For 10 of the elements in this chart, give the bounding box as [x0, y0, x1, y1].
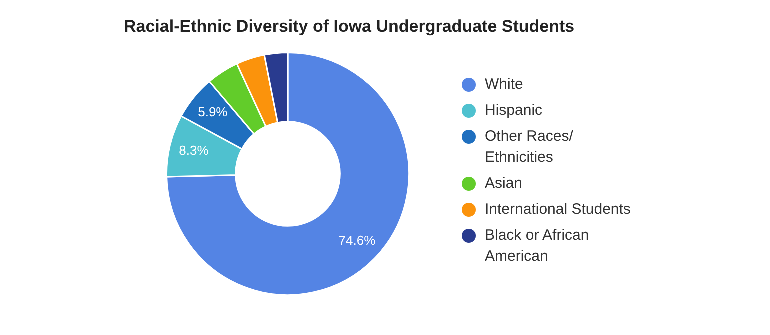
legend-label: Black or African American [485, 226, 590, 267]
data-label: 5.9% [198, 104, 228, 120]
legend-label: White [485, 75, 524, 95]
legend-label: International Students [485, 200, 632, 220]
data-label: 74.6% [338, 233, 376, 248]
legend-label: Asian [485, 174, 524, 194]
chart-title: Racial-Ethnic Diversity of Iowa Undergraduate Students [124, 17, 575, 37]
legend-label: Hispanic [485, 101, 544, 121]
legend-label: Other Races/ Ethnicities [485, 127, 574, 168]
data-label: 8.3% [179, 143, 210, 158]
